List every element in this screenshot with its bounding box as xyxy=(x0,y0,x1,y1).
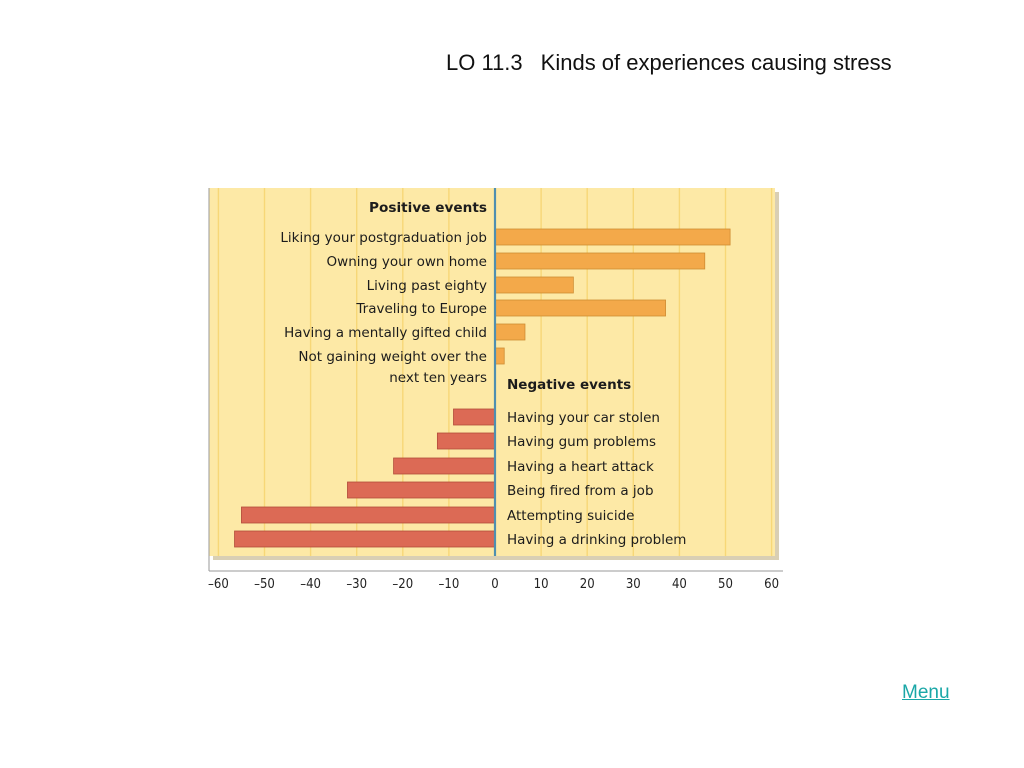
positive-event-label: next ten years xyxy=(389,370,487,386)
positive-bar xyxy=(494,347,505,365)
positive-event-label: Having a mentally gifted child xyxy=(284,325,487,341)
slide-title-text: Kinds of experiences causing stress xyxy=(540,50,892,75)
negative-bar xyxy=(453,408,496,426)
x-tick-label: 30 xyxy=(626,577,641,592)
positive-event-label: Liking your postgraduation job xyxy=(280,230,487,246)
positive-event-label: Owning your own home xyxy=(327,254,487,270)
x-tick-label: –60 xyxy=(208,577,229,592)
x-tick-label: –30 xyxy=(346,577,367,592)
negative-bar xyxy=(234,530,496,548)
slide-title: LO 11.3 Kinds of experiences causing stre… xyxy=(446,50,892,76)
x-tick-label: –10 xyxy=(439,577,460,592)
x-tick-label: 50 xyxy=(718,577,733,592)
positive-bar xyxy=(494,228,731,246)
negative-bar xyxy=(241,506,496,524)
x-tick-label: 60 xyxy=(764,577,779,592)
negative-event-label: Having a drinking problem xyxy=(507,532,686,548)
positive-bar xyxy=(494,252,706,270)
x-tick-label: –40 xyxy=(300,577,321,592)
menu-link[interactable]: Menu xyxy=(902,682,950,703)
negative-event-label: Having a heart attack xyxy=(507,459,654,475)
negative-bar xyxy=(347,481,496,499)
x-tick-label: 0 xyxy=(491,577,498,592)
x-tick-label: –20 xyxy=(392,577,413,592)
positive-bar xyxy=(494,323,526,341)
negative-bar xyxy=(393,457,496,475)
negative-events-heading: Negative events xyxy=(507,377,631,393)
negative-event-label: Being fired from a job xyxy=(507,483,654,499)
negative-event-label: Having gum problems xyxy=(507,434,656,450)
positive-bar xyxy=(494,299,666,317)
x-tick-label: –50 xyxy=(254,577,275,592)
positive-event-label: Living past eighty xyxy=(367,278,487,294)
positive-event-label: Traveling to Europe xyxy=(355,301,487,317)
positive-events-heading: Positive events xyxy=(369,200,487,216)
slide-code: LO 11.3 xyxy=(446,50,523,75)
positive-bar xyxy=(494,276,574,294)
x-tick-label: 40 xyxy=(672,577,687,592)
x-tick-label: 20 xyxy=(580,577,595,592)
negative-event-label: Having your car stolen xyxy=(507,410,660,426)
negative-bar xyxy=(436,432,496,450)
negative-event-label: Attempting suicide xyxy=(507,508,634,524)
positive-event-label: Not gaining weight over the xyxy=(298,349,487,365)
x-tick-label: 10 xyxy=(534,577,549,592)
